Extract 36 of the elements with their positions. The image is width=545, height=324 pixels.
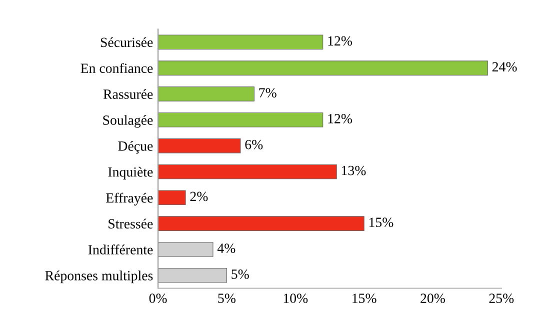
y-tick-label: Soulagée: [103, 115, 153, 128]
y-tick-label: Déçue: [118, 140, 153, 154]
y-tick-label: Rassurée: [103, 89, 153, 99]
bar: [158, 242, 214, 257]
y-tick-label: Stressée: [108, 218, 153, 229]
x-tick-label: 15%: [352, 294, 376, 304]
bar: [158, 112, 324, 128]
data-label: 5%: [232, 270, 249, 279]
data-label: 13%: [342, 166, 366, 176]
bar: [158, 138, 241, 154]
x-tick-label: 10%: [284, 294, 308, 304]
x-tick-label: 0%: [149, 294, 167, 304]
data-label: 15%: [369, 218, 394, 228]
y-tick-label: Réponses multiples: [45, 270, 153, 284]
bar: [158, 34, 324, 50]
bar: [158, 268, 227, 283]
data-label: 12%: [328, 36, 352, 46]
y-tick-label: Indifférente: [88, 244, 153, 254]
x-tick-label: 25%: [489, 294, 514, 304]
x-tick-label: 20%: [420, 294, 445, 304]
y-tick-label: Effrayée: [106, 192, 153, 206]
data-label: 12%: [328, 114, 352, 124]
data-label: 6%: [245, 140, 263, 150]
bar: [158, 216, 364, 231]
bar: [158, 190, 186, 206]
bar: [158, 86, 254, 102]
data-label: 2%: [190, 192, 208, 202]
y-tick-label: Inquiète: [108, 166, 153, 180]
x-tick-label: 5%: [218, 294, 236, 304]
bar: [158, 60, 488, 76]
y-tick-label: Sécurisée: [100, 37, 153, 48]
y-tick-label: En confiance: [80, 63, 153, 73]
data-label: 4%: [217, 244, 236, 253]
data-label: 24%: [492, 62, 517, 72]
data-label: 7%: [259, 88, 276, 98]
bar: [158, 164, 337, 180]
